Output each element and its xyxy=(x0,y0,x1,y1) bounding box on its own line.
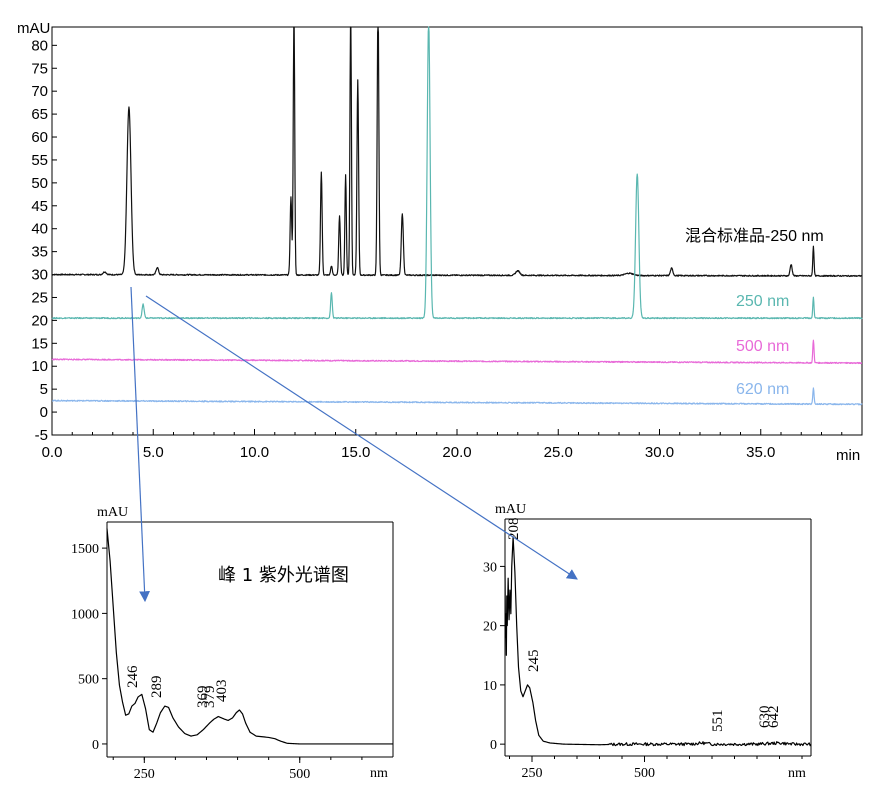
spectrum-1-axes: 0 500 1000 1500 250 500 xyxy=(71,542,363,782)
y-tick-label: 45 xyxy=(31,198,48,215)
y-tick-label: 40 xyxy=(31,221,48,238)
x-tick-label: 25.0 xyxy=(544,444,573,461)
chromatogram-x-axis: 0.0 5.0 10.0 15.0 20.0 25.0 30.0 35.0 xyxy=(42,429,843,461)
spectrum-trace-line xyxy=(106,528,393,745)
spectrum-y-tick-label: 1500 xyxy=(71,542,99,557)
trace-label-1: 250 nm xyxy=(736,293,789,310)
trace-label-3: 620 nm xyxy=(736,381,789,398)
spectrum-1-y-axis-label: mAU xyxy=(97,505,128,520)
x-tick-label: 5.0 xyxy=(143,444,164,461)
y-tick-label: 20 xyxy=(31,312,48,329)
y-tick-label: 50 xyxy=(31,175,48,192)
chromatogram-trace-0 xyxy=(51,26,863,278)
chromatogram-trace-labels: 混合标准品-250 nm 250 nm 500 nm 620 nm xyxy=(685,227,824,398)
trace-label-2: 500 nm xyxy=(736,338,789,355)
spectrum-peak-label: 369 xyxy=(195,686,211,709)
x-tick-label: 0.0 xyxy=(42,444,63,461)
spectrum-peak-label: 289 xyxy=(149,676,165,699)
spectrum-2-axes: 0 10 20 30 250 500 xyxy=(483,560,803,781)
x-tick-label: 35.0 xyxy=(746,444,775,461)
chromatogram-y-axis-label: mAU xyxy=(17,20,50,37)
y-tick-label: 80 xyxy=(31,37,48,54)
y-tick-label: -5 xyxy=(35,427,48,444)
chromatogram-y-axis: -5 0 5 10 15 20 25 30 35 40 45 50 55 60 65 70 75 80 xyxy=(31,37,57,444)
x-tick-label: 20.0 xyxy=(442,444,471,461)
spectrum-y-tick-label: 0 xyxy=(490,738,497,753)
spectrum-x-tick-label: 250 xyxy=(522,766,543,781)
chromatogram-traces xyxy=(51,26,863,406)
arrow-peak-1-to-spectrum-1 xyxy=(130,286,150,603)
spectrum-2-y-axis-label: mAU xyxy=(495,502,526,517)
spectrum-x-tick-label: 500 xyxy=(289,767,310,782)
x-tick-label: 15.0 xyxy=(341,444,370,461)
y-tick-label: 65 xyxy=(31,106,48,123)
y-tick-label: 55 xyxy=(31,152,48,169)
y-tick-label: 75 xyxy=(31,60,48,77)
x-tick-label: 30.0 xyxy=(645,444,674,461)
spectrum-1-trace xyxy=(106,528,393,745)
y-tick-label: 0 xyxy=(40,404,48,421)
spectrum-y-tick-label: 30 xyxy=(483,560,497,575)
spectrum-x-tick-label: 500 xyxy=(634,766,655,781)
spectrum-trace-line xyxy=(504,536,812,747)
spectrum-1-x-axis-label: nm xyxy=(370,766,388,781)
y-tick-label: 35 xyxy=(31,244,48,261)
spectrum-peak-label: 403 xyxy=(214,680,230,703)
y-tick-label: 60 xyxy=(31,129,48,146)
spectrum-x-tick-label: 250 xyxy=(134,767,155,782)
spectrum-y-tick-label: 500 xyxy=(78,673,99,688)
spectrum-peak-label: 208 xyxy=(506,518,522,541)
y-tick-label: 30 xyxy=(31,267,48,284)
arrow-peak-2-to-spectrum-2 xyxy=(145,295,578,580)
spectrum-peak-label: 630 xyxy=(757,706,773,729)
spectrum-peak-label: 642 xyxy=(766,706,782,729)
chromatogram-trace-2 xyxy=(51,339,863,365)
spectrum-y-tick-label: 10 xyxy=(483,679,497,694)
spectrum-2-x-axis-label: nm xyxy=(788,766,806,781)
y-tick-label: 15 xyxy=(31,335,48,352)
y-tick-label: 5 xyxy=(40,381,48,398)
spectrum-y-tick-label: 0 xyxy=(92,738,99,753)
spectrum-peak-label: 379 xyxy=(202,686,218,709)
chromatogram-x-axis-label: min xyxy=(836,447,860,464)
spectrum-2-trace xyxy=(504,536,812,747)
y-tick-label: 70 xyxy=(31,83,48,100)
chromatogram-trace-1 xyxy=(51,26,863,320)
trace-label-0: 混合标准品-250 nm xyxy=(685,227,824,245)
spectrum-1-annotation: 峰 1 紫外光谱图 xyxy=(218,565,349,586)
spectrum-y-tick-label: 20 xyxy=(483,620,497,635)
y-tick-label: 25 xyxy=(31,289,48,306)
spectrum-peak-label: 245 xyxy=(526,650,542,673)
x-tick-label: 10.0 xyxy=(240,444,269,461)
spectrum-peak-label: 551 xyxy=(710,710,726,733)
chromatogram-trace-3 xyxy=(51,387,863,406)
chromatogram-chart: -5 0 5 10 15 20 25 30 35 40 45 50 55 60 65 70 75 80 0.0 5.… xyxy=(17,20,863,464)
spectrum-peak-label: 246 xyxy=(125,665,141,688)
spectrum-y-tick-label: 1000 xyxy=(71,607,99,622)
y-tick-label: 10 xyxy=(31,358,48,375)
